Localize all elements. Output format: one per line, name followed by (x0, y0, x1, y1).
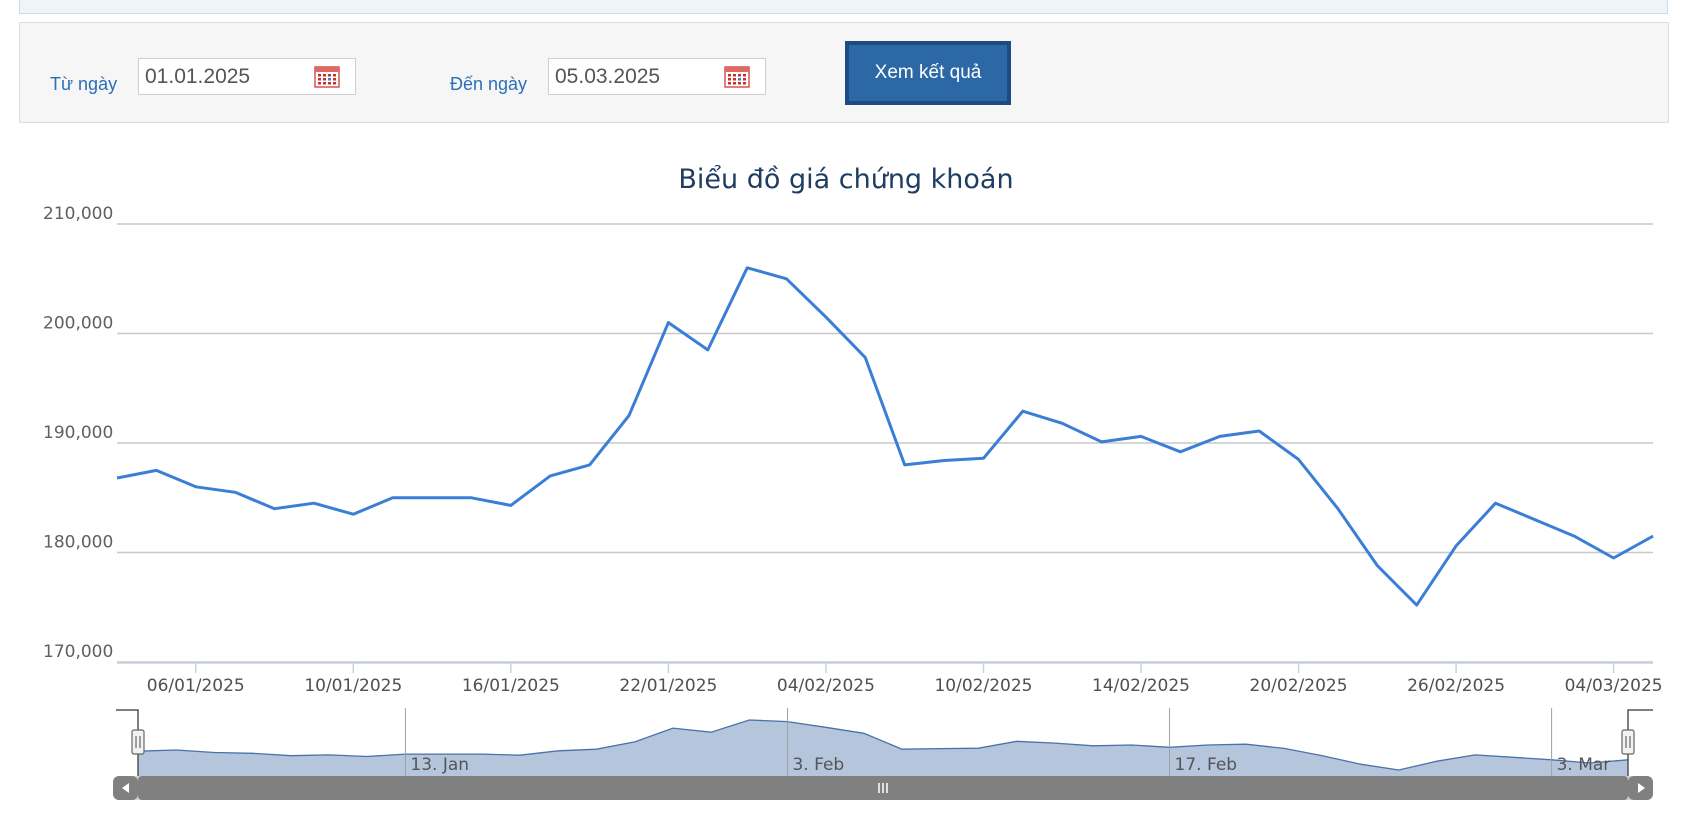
navigator-tick-label: 17. Feb (1175, 755, 1238, 775)
navigator-tick-label: 13. Jan (410, 755, 469, 775)
top-info-strip (19, 0, 1668, 14)
x-axis: 06/01/2025 10/01/2025 16/01/2025 22/01/2025… (117, 662, 1663, 696)
price-series[interactable] (114, 265, 1656, 608)
y-tick-label: 180,000 (43, 533, 113, 553)
date-filter-panel: Từ ngày 01.01.2025 Đến ngày 05.03.2025 X… (19, 22, 1669, 123)
x-tick-label: 22/01/2025 (619, 676, 717, 696)
x-tick-label: 10/01/2025 (304, 676, 402, 696)
view-results-button[interactable]: Xem kết quả (845, 41, 1011, 105)
y-tick-label: 170,000 (43, 642, 113, 662)
navigator-right-handle[interactable] (1621, 729, 1635, 755)
x-tick-label: 16/01/2025 (462, 676, 560, 696)
navigator-tick-label: 3. Mar (1557, 755, 1611, 775)
y-tick-label: 210,000 (43, 204, 113, 224)
grid-lines (117, 223, 1653, 663)
x-tick-label: 04/03/2025 (1565, 676, 1663, 696)
to-date-value: 05.03.2025 (555, 65, 661, 88)
to-date-label: Đến ngày (450, 74, 528, 94)
calendar-icon[interactable] (314, 64, 340, 88)
x-tick-label: 26/02/2025 (1407, 676, 1505, 696)
price-line (116, 266, 1654, 607)
from-date-label: Từ ngày (50, 74, 118, 94)
y-axis-ticks: 210,000 200,000 190,000 180,000 170,000 (43, 204, 113, 662)
grip-icon[interactable] (878, 783, 888, 793)
navigator-left-handle[interactable] (131, 729, 145, 755)
arrow-left-icon[interactable] (113, 776, 138, 800)
x-tick-label: 04/02/2025 (777, 676, 875, 696)
x-tick-label: 20/02/2025 (1250, 676, 1348, 696)
x-tick-label: 06/01/2025 (147, 676, 245, 696)
to-date-input[interactable]: 05.03.2025 (548, 58, 766, 95)
from-date-value: 01.01.2025 (145, 65, 251, 88)
range-navigator[interactable]: 13. Jan 3. Feb 17. Feb 3. Mar (116, 708, 1653, 776)
x-tick-label: 14/02/2025 (1092, 676, 1190, 696)
chart-title: Biểu đồ giá chứng khoán (678, 164, 1013, 195)
stock-price-chart: Biểu đồ giá chứng khoán 210,000 200,000 19… (43, 164, 1663, 800)
navigator-line (137, 719, 1629, 771)
arrow-right-icon[interactable] (1628, 776, 1653, 800)
from-date-input[interactable]: 01.01.2025 (138, 58, 356, 95)
navigator-tick-label: 3. Feb (792, 755, 844, 775)
navigator-area (138, 720, 1628, 776)
x-tick-label: 10/02/2025 (934, 676, 1032, 696)
y-tick-label: 200,000 (43, 314, 113, 334)
y-tick-label: 190,000 (43, 423, 113, 443)
navigator-scrollbar[interactable] (113, 776, 1653, 800)
calendar-icon[interactable] (724, 64, 750, 88)
